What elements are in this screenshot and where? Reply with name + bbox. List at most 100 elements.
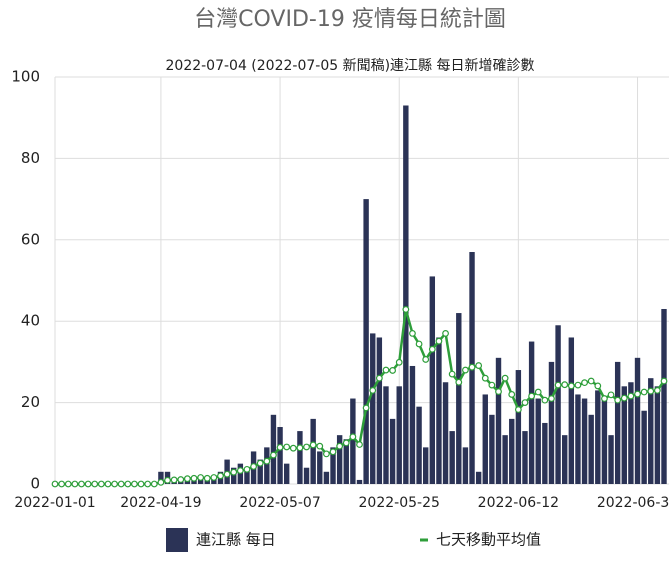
average-point [541, 396, 549, 404]
average-point [223, 470, 231, 478]
bar [535, 398, 541, 484]
average-point [647, 387, 655, 395]
average-point [660, 377, 668, 385]
average-point [402, 305, 410, 313]
bar [601, 398, 608, 484]
bar [648, 378, 654, 484]
average-point [375, 374, 383, 382]
bar [270, 414, 277, 484]
average-point [389, 367, 396, 374]
average-point [164, 476, 171, 484]
bar [502, 435, 508, 484]
bar [323, 471, 330, 484]
average-point [587, 377, 595, 385]
average-point [104, 480, 112, 488]
average-point [64, 480, 72, 488]
bar [336, 435, 343, 484]
average-point [514, 406, 522, 413]
bar [436, 337, 442, 484]
y-tick-label: 0 [30, 475, 40, 493]
y-tick-label: 40 [21, 312, 40, 330]
y-tick-label: 20 [21, 393, 40, 411]
average-point [501, 374, 509, 382]
bar [409, 365, 416, 484]
bar [482, 394, 488, 484]
bar [489, 414, 495, 484]
average-point [117, 480, 125, 488]
average-point [415, 340, 423, 348]
average-point [111, 480, 118, 488]
average-point [236, 467, 244, 474]
chart-title: 台灣COVID-19 疫情每日統計圖 [194, 7, 506, 32]
bar [389, 418, 396, 484]
average-point [462, 366, 469, 374]
average-point [250, 463, 257, 470]
bar [370, 333, 376, 484]
average-point [634, 390, 641, 398]
average-point [296, 444, 304, 452]
bar [456, 313, 462, 484]
average-point [349, 433, 357, 441]
bar [257, 459, 263, 484]
average-point [508, 391, 516, 398]
bar [475, 471, 482, 484]
average-point [144, 480, 152, 488]
average-point [58, 480, 66, 488]
legend-label: 連江縣 每日 [196, 531, 276, 549]
bar [522, 431, 528, 484]
bar [403, 105, 409, 485]
legend-swatch [166, 528, 188, 552]
x-tick-label: 2022-04-19 [120, 495, 201, 511]
average-point [91, 480, 99, 488]
bar [422, 447, 429, 484]
bar [442, 382, 449, 484]
average-point [197, 474, 205, 481]
bar [376, 337, 383, 484]
average-point [316, 442, 324, 450]
bar [621, 386, 627, 484]
bar [297, 431, 303, 484]
average-point [243, 465, 251, 473]
bar [283, 463, 290, 484]
average-point [157, 478, 165, 486]
average-point [97, 480, 105, 488]
bar [581, 398, 588, 484]
average-point [276, 443, 284, 451]
y-tick-label: 60 [21, 230, 40, 248]
bar [568, 337, 575, 484]
average-point [554, 381, 562, 389]
bar [628, 382, 634, 484]
average-point [495, 388, 502, 396]
average-point [183, 475, 191, 483]
bar [350, 398, 356, 484]
average-point [356, 441, 363, 448]
average-point [428, 345, 436, 353]
x-tick-label: 2022-06-12 [478, 495, 559, 511]
bar [204, 479, 210, 484]
average-point [455, 378, 463, 386]
average-point [217, 472, 224, 480]
average-point [548, 395, 555, 402]
bar [317, 451, 323, 484]
average-point [323, 450, 330, 458]
average-point [488, 381, 496, 389]
bar [244, 467, 250, 484]
average-point [534, 388, 542, 396]
average-point [84, 480, 92, 488]
average-point [203, 474, 211, 482]
bar [396, 386, 402, 484]
average-point [329, 448, 337, 456]
legend-label: 七天移動平均值 [436, 531, 541, 549]
average-point [468, 363, 476, 371]
bar [231, 467, 237, 484]
bar [383, 386, 389, 484]
average-point [409, 330, 416, 337]
average-point [640, 388, 648, 396]
bar [575, 394, 581, 484]
average-point [263, 457, 271, 465]
x-tick-label: 2022-05-07 [239, 495, 320, 511]
bar [509, 418, 515, 484]
average-point [131, 480, 138, 488]
average-point [581, 379, 588, 387]
